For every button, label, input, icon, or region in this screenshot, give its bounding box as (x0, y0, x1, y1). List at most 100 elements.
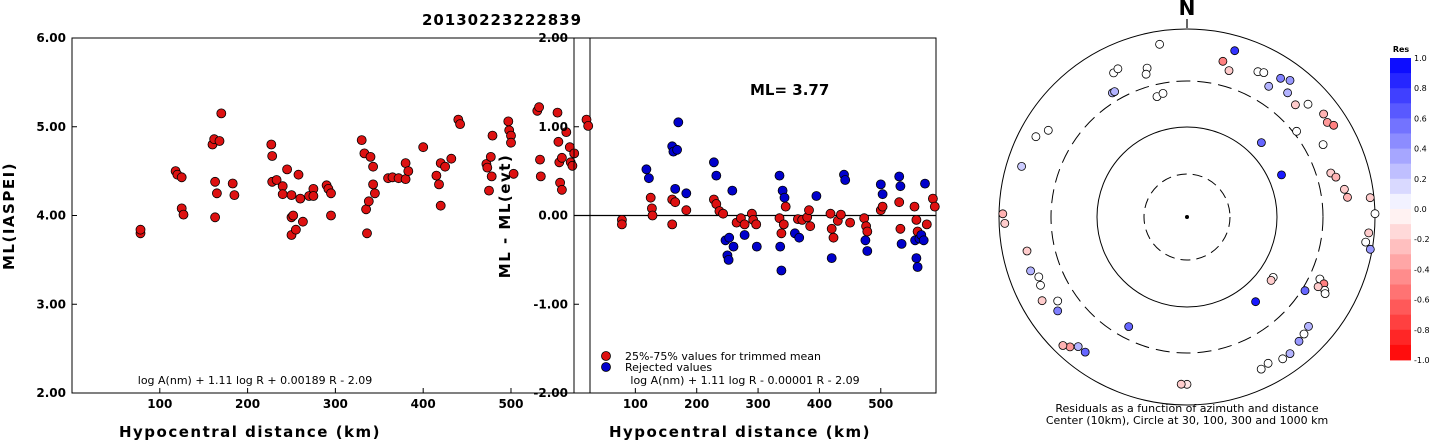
colorbar-cell (1390, 209, 1411, 225)
x-tick-label: 100 (623, 397, 648, 411)
station-point (1364, 228, 1374, 238)
legend-label-trimmed: 25%-75% values for trimmed mean (625, 350, 821, 363)
station-point (1257, 138, 1266, 148)
data-point (368, 179, 379, 190)
y-tick-label: 2.00 (36, 386, 66, 400)
y-tick-label: -2.00 (533, 386, 568, 400)
station-point (1224, 66, 1234, 75)
colorbar-tick-label: 0.4 (1414, 145, 1427, 154)
caption-line-2: Center (10km), Circle at 30, 100, 300 an… (1046, 414, 1328, 427)
rejected-point (751, 241, 762, 252)
x-tick-label: 400 (807, 397, 832, 411)
rejected-point (774, 170, 785, 181)
data-point (485, 151, 496, 162)
x-tick-label: 500 (868, 397, 893, 411)
data-point (403, 166, 414, 177)
station-point (1365, 244, 1375, 254)
trimmed-point (859, 213, 870, 224)
azimuth-residual-map: N Residuals as a function of azimuth and… (998, 0, 1380, 427)
x-ticks: 100 200 300 400 500 (623, 388, 893, 411)
trimmed-point (645, 192, 656, 203)
trimmed-point (877, 201, 888, 212)
figure-title: 20130223222839 (422, 11, 582, 29)
residual-colorbar: Res 1.0 0.8 0.6 0.4 0.2 0.0 -0.2 -0.4 -0.6 -0.8 -1… (1390, 45, 1430, 365)
colorbar-cell (1390, 163, 1411, 180)
station-point (1034, 272, 1044, 282)
station-point (1318, 140, 1328, 150)
station-point (1053, 306, 1063, 316)
station-point (1361, 237, 1371, 247)
trimmed-point (911, 214, 922, 225)
station-point (1299, 329, 1309, 339)
center-point (1185, 215, 1189, 219)
station-point (1053, 296, 1063, 306)
formula-text: log A(nm) + 1.11 log R + 0.00189 R - 2.0… (138, 374, 372, 387)
rejected-point (895, 181, 906, 192)
station-point (1259, 68, 1269, 77)
x-axis-label: Hypocentral distance (km) (119, 423, 381, 441)
data-point (535, 154, 545, 165)
colorbar-tick-label: -0.8 (1414, 326, 1430, 335)
data-point (368, 161, 379, 172)
colorbar-tick-label: -0.4 (1414, 265, 1430, 274)
trimmed-point (647, 210, 658, 221)
data-point (295, 193, 306, 204)
trimmed-point (862, 226, 873, 237)
ring-100km (1096, 126, 1278, 308)
colorbar-ticks: 1.0 0.8 0.6 0.4 0.2 0.0 -0.2 -0.4 -0.6 -0.8 -1.0 (1414, 54, 1430, 365)
data-point (288, 210, 299, 221)
colorbar-tick-label: 0.2 (1414, 175, 1427, 184)
rejected-point (920, 178, 930, 189)
trimmed-point (751, 219, 762, 230)
station-point (1080, 347, 1090, 357)
colorbar-cell (1390, 58, 1411, 74)
station-point (1320, 289, 1330, 299)
y-axis-label: ML(IASPEI) (0, 162, 18, 270)
data-point (557, 184, 567, 195)
rejected-point (894, 171, 905, 182)
station-point (1285, 76, 1295, 85)
x-tick-label: 300 (323, 397, 348, 411)
trimmed-point (921, 219, 932, 230)
station-point (1256, 364, 1266, 374)
colorbar-cell (1390, 329, 1411, 346)
data-point (567, 160, 578, 171)
colorbar-tick-label: -1.0 (1414, 356, 1430, 365)
colorbar-tick-label: 0.6 (1414, 114, 1427, 123)
data-point (506, 137, 516, 148)
data-points (617, 117, 940, 276)
rejected-point (723, 254, 734, 265)
rejected-point (811, 191, 822, 201)
station-point (1292, 126, 1301, 136)
data-point (216, 108, 227, 119)
colorbar-cells (1390, 58, 1411, 361)
station-point (1251, 297, 1260, 307)
data-point (293, 169, 304, 180)
legend-marker-trimmed (601, 351, 611, 361)
rejected-point (739, 230, 750, 240)
rejected-point (641, 164, 652, 175)
station-point (1276, 73, 1285, 83)
rejected-point (672, 144, 682, 155)
station-point (1264, 81, 1274, 91)
colorbar-cell (1390, 88, 1411, 104)
x-tick-label: 300 (746, 397, 771, 411)
data-points (135, 102, 594, 240)
colorbar-cell (1390, 254, 1411, 270)
colorbar-cell (1390, 344, 1411, 361)
data-point (178, 209, 189, 220)
caption-line-1: Residuals as a function of azimuth and d… (1055, 402, 1318, 415)
station-point (1340, 184, 1349, 194)
rejected-point (911, 253, 922, 264)
trimmed-point (780, 201, 791, 212)
data-point (210, 176, 221, 187)
trimmed-point (909, 201, 920, 212)
y-tick-label: -1.00 (533, 297, 568, 311)
trimmed-point (804, 205, 814, 216)
data-point (583, 121, 594, 131)
rejected-point (862, 246, 873, 256)
trimmed-point (776, 228, 787, 239)
trimmed-point (617, 219, 627, 230)
data-point (534, 102, 544, 113)
rejected-point (875, 179, 886, 190)
